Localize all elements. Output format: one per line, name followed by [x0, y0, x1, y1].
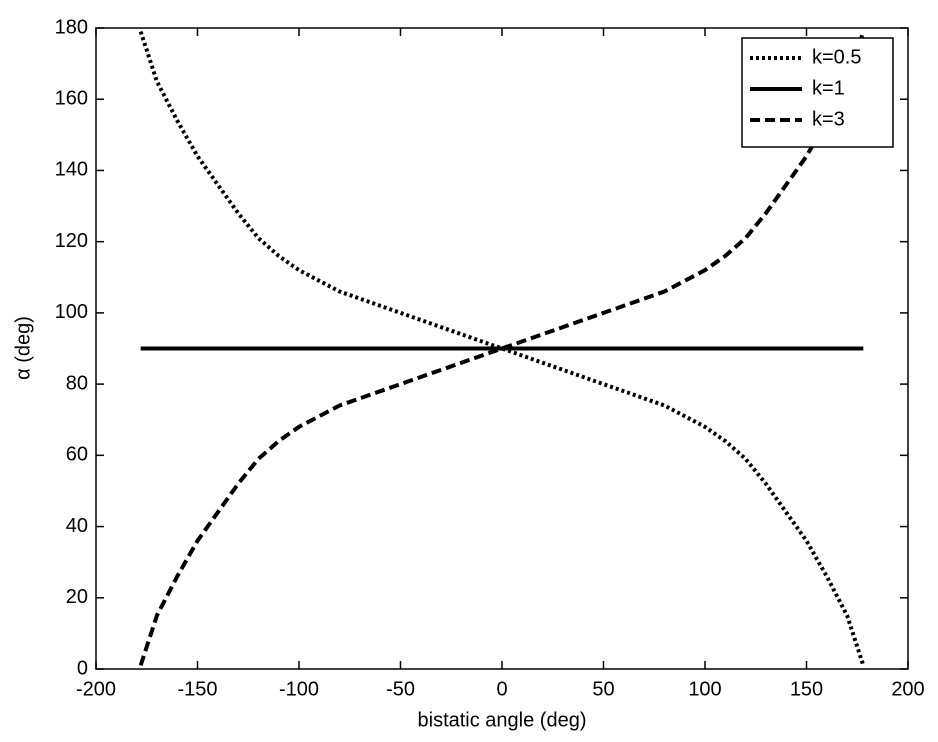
- y-tick-label: 80: [66, 372, 88, 394]
- y-tick-label: 100: [55, 301, 88, 323]
- x-tick-label: 50: [592, 678, 614, 700]
- x-tick-label: -50: [386, 678, 415, 700]
- y-tick-label: 60: [66, 444, 88, 466]
- y-tick-label: 160: [55, 88, 88, 110]
- y-tick-label: 180: [55, 16, 88, 38]
- x-tick-label: 0: [496, 678, 507, 700]
- y-tick-label: 0: [77, 657, 88, 679]
- legend-label: k=1: [812, 77, 845, 99]
- y-tick-label: 120: [55, 230, 88, 252]
- x-tick-label: -200: [76, 678, 116, 700]
- y-tick-label: 20: [66, 586, 88, 608]
- plot-frame: [95, 27, 909, 670]
- y-axis-label: α (deg): [12, 316, 34, 380]
- y-tick-label: 40: [66, 515, 88, 537]
- legend-label: k=0.5: [812, 46, 861, 68]
- x-axis-label: bistatic angle (deg): [418, 709, 587, 731]
- x-tick-label: 100: [688, 678, 721, 700]
- x-tick-label: -150: [177, 678, 217, 700]
- x-tick-label: 150: [790, 678, 823, 700]
- legend-label: k=3: [812, 108, 845, 130]
- x-tick-label: 200: [891, 678, 924, 700]
- x-tick-label: -100: [279, 678, 319, 700]
- y-tick-label: 140: [55, 159, 88, 181]
- legend-box: [741, 37, 894, 148]
